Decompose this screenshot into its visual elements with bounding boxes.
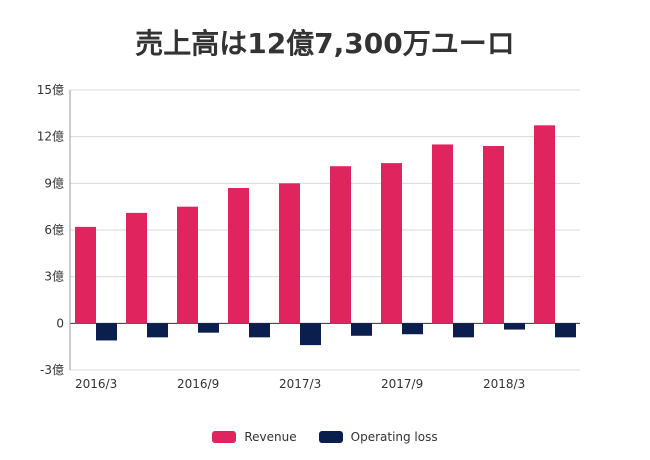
revenue-chart: -3億 0 3億 6億 9億 12億 15億 2016/3 2016/9 2017/3 2017/9… (37, 83, 580, 391)
operating-loss-bar (198, 323, 219, 333)
chart-legend: Revenue Operating loss (0, 430, 650, 444)
revenue-bar (126, 212, 147, 324)
legend-item-operating-loss[interactable]: Operating loss (318, 430, 438, 444)
legend-item-revenue[interactable]: Revenue (212, 430, 297, 444)
x-tick-label: 2016/9 (177, 377, 219, 391)
operating-loss-bar (96, 323, 117, 341)
x-tick-label: 2017/9 (381, 377, 423, 391)
revenue-bar (330, 166, 351, 324)
operating-loss-bar (555, 323, 576, 338)
y-tick-label: -3億 (40, 363, 64, 377)
y-tick-label: 15億 (37, 83, 64, 97)
x-tick-label: 2016/3 (75, 377, 117, 391)
operating-loss-bar (249, 323, 270, 338)
legend-swatch-revenue (212, 431, 237, 443)
y-tick-label: 3億 (44, 270, 64, 284)
y-tick-label: 0 (56, 316, 64, 330)
y-tick-label: 6億 (44, 223, 64, 237)
revenue-bar (75, 226, 96, 324)
chart-title: 売上高は12億7,300万ユーロ (135, 27, 515, 60)
y-tick-label: 9億 (44, 176, 64, 190)
legend-label-operating-loss: Operating loss (350, 430, 438, 444)
x-tick-label: 2018/3 (483, 377, 525, 391)
operating-loss-bar (300, 323, 321, 346)
revenue-bar (279, 183, 300, 324)
legend-swatch-operating-loss (318, 431, 343, 443)
y-tick-label: 12億 (37, 130, 64, 144)
revenue-bar (432, 144, 453, 324)
legend-label-revenue: Revenue (244, 430, 297, 444)
operating-loss-bar (351, 323, 372, 336)
operating-loss-bar (453, 323, 474, 338)
revenue-bar (228, 188, 249, 324)
revenue-bar (381, 163, 402, 324)
revenue-bar (483, 146, 504, 324)
operating-loss-bar (147, 323, 168, 338)
operating-loss-bar (504, 323, 525, 330)
revenue-bar (534, 125, 555, 324)
x-tick-label: 2017/3 (279, 377, 321, 391)
revenue-bar (177, 206, 198, 324)
operating-loss-bar (402, 323, 423, 335)
